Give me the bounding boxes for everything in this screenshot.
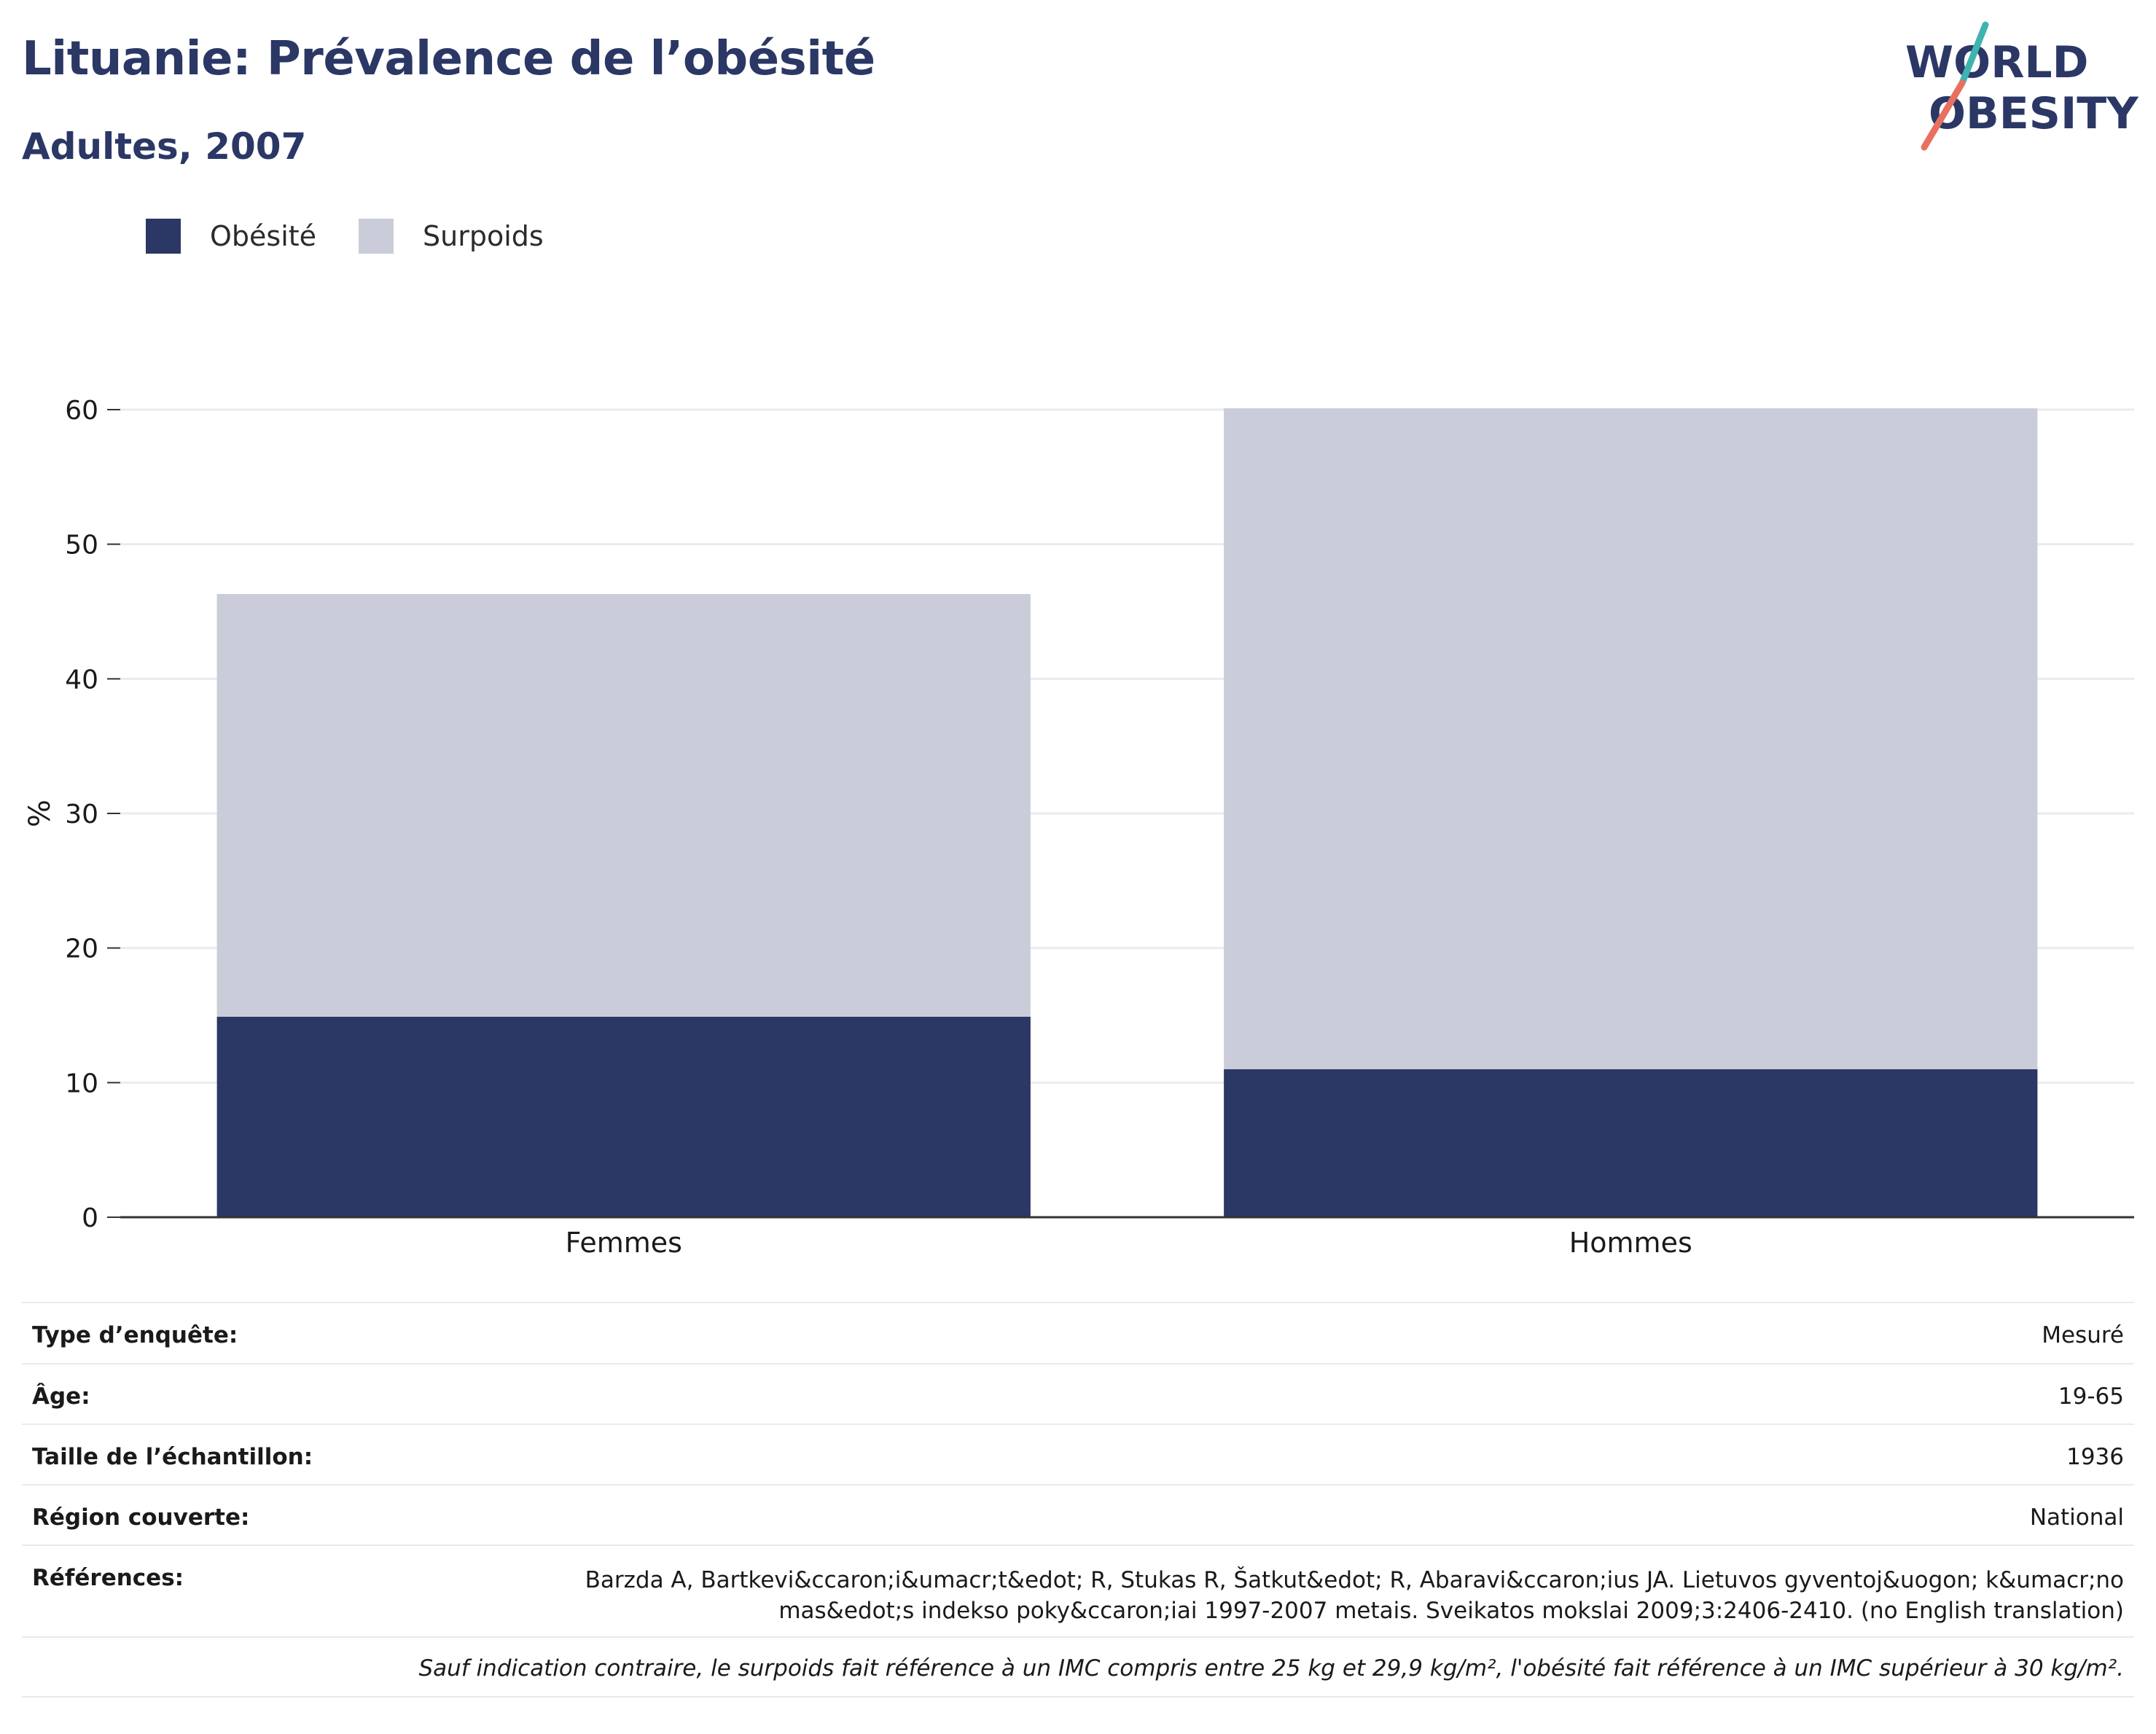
legend-item-overweight[interactable]: Surpoids bbox=[359, 219, 544, 254]
info-label-survey-type: Type d’enquête: bbox=[32, 1322, 238, 1348]
stacked-bar-chart: 0 10 20 30 40 50 60% Femmes Hommes bbox=[23, 396, 2134, 1259]
info-value-region: National bbox=[2029, 1504, 2124, 1531]
chart-title: Lituanie: Prévalence de l’obésité bbox=[22, 32, 875, 86]
info-label-sample-size: Taille de l’échantillon: bbox=[32, 1444, 313, 1470]
logo-text-world: WORLD bbox=[1905, 37, 2088, 88]
definition-footnote: Sauf indication contraire, le surpoids f… bbox=[22, 1636, 2134, 1698]
legend-swatch-overweight bbox=[359, 219, 394, 254]
bar-obesity bbox=[216, 1016, 1031, 1217]
info-row-region: Région couverte: National bbox=[22, 1484, 2134, 1544]
legend-item-obesity[interactable]: Obésité bbox=[146, 219, 316, 254]
info-row-survey-type: Type d’enquête: Mesuré bbox=[22, 1302, 2134, 1363]
info-label-age: Âge: bbox=[32, 1383, 90, 1410]
legend-swatch-obesity bbox=[146, 219, 181, 254]
x-tick-label: Hommes bbox=[1569, 1227, 1692, 1259]
y-tick-label: 40 bbox=[65, 665, 98, 695]
info-value-sample-size: 1936 bbox=[2066, 1444, 2124, 1470]
info-row-age: Âge: 19-65 bbox=[22, 1363, 2134, 1423]
info-label-references: Références: bbox=[32, 1565, 184, 1591]
bar-obesity bbox=[1224, 1069, 2038, 1217]
y-axis-label: % bbox=[23, 800, 57, 827]
y-tick-label: 30 bbox=[65, 800, 98, 829]
survey-info-table: Type d’enquête: Mesuré Âge: 19-65 Taille… bbox=[22, 1302, 2134, 1698]
logo-slash-top bbox=[1958, 21, 1989, 87]
logo-slash-bottom bbox=[1921, 79, 1966, 151]
legend-label-obesity: Obésité bbox=[210, 220, 317, 252]
chart-subtitle: Adultes, 2007 bbox=[22, 125, 307, 168]
x-tick-label: Femmes bbox=[566, 1227, 682, 1259]
info-value-age: 19-65 bbox=[2058, 1383, 2124, 1410]
y-tick-label: 20 bbox=[65, 934, 98, 964]
legend-label-overweight: Surpoids bbox=[423, 220, 544, 252]
info-row-sample-size: Taille de l’échantillon: 1936 bbox=[22, 1423, 2134, 1484]
info-value-survey-type: Mesuré bbox=[2042, 1322, 2124, 1348]
chart-legend: Obésité Surpoids bbox=[146, 217, 586, 255]
info-value-references: Barzda A, Bartkevi&ccaron;i&umacr;t&edot… bbox=[585, 1567, 2124, 1624]
y-tick-label: 10 bbox=[65, 1069, 98, 1098]
info-row-references: Références: Barzda A, Bartkevi&ccaron;i&… bbox=[22, 1544, 2134, 1636]
bar-overweight bbox=[216, 593, 1031, 1017]
world-obesity-logo: WORLD OBESITY bbox=[1905, 21, 2139, 151]
y-tick-label: 60 bbox=[65, 396, 98, 426]
logo-text-obesity: OBESITY bbox=[1929, 88, 2139, 139]
y-tick-label: 50 bbox=[65, 531, 98, 561]
y-tick-label: 0 bbox=[82, 1203, 98, 1233]
bar-overweight bbox=[1224, 408, 2038, 1069]
info-label-region: Région couverte: bbox=[32, 1504, 250, 1531]
